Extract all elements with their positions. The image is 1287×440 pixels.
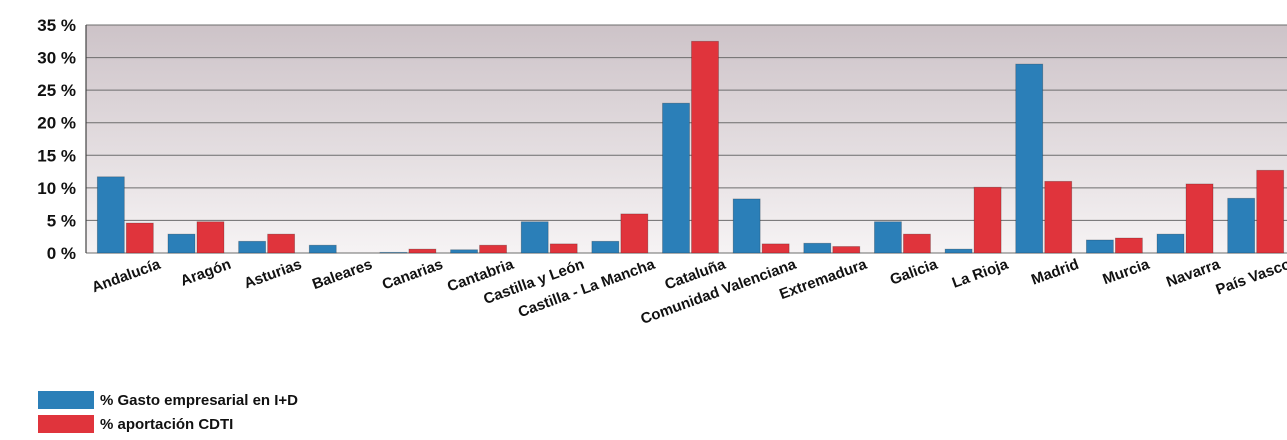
x-tick-label: Baleares bbox=[310, 256, 375, 293]
bar-gasto bbox=[238, 240, 267, 254]
bar-cdti bbox=[267, 233, 296, 254]
x-tick-label: Madrid bbox=[1029, 256, 1081, 289]
x-tick-label: Aragón bbox=[178, 256, 233, 290]
bar-cdti bbox=[903, 233, 931, 254]
bar-chart: 0 % 5 % 10 % 15 % 20 % 25 % 30 % 35 % Andalucía A… bbox=[37, 16, 1287, 328]
bar-cdti bbox=[479, 244, 507, 254]
x-tick-label: Canarias bbox=[380, 256, 445, 294]
bar-gasto bbox=[96, 176, 125, 254]
bar-gasto bbox=[167, 233, 196, 254]
bar-cdti bbox=[1114, 237, 1143, 254]
legend-swatch-cdti bbox=[38, 415, 94, 433]
bar-cdti bbox=[1256, 169, 1285, 254]
legend-swatch-gasto bbox=[38, 391, 94, 409]
bar-cdti bbox=[549, 243, 578, 254]
bar-cdti bbox=[196, 221, 225, 254]
y-tick-label: 20 % bbox=[37, 114, 76, 133]
y-tick-label: 15 % bbox=[37, 146, 76, 165]
bar-gasto bbox=[803, 242, 832, 254]
bar-gasto bbox=[874, 221, 902, 254]
legend: % Gasto empresarial en I+D % aportación … bbox=[38, 388, 298, 436]
x-tick-label: Asturias bbox=[242, 256, 304, 293]
y-tick-label: 5 % bbox=[47, 211, 76, 230]
bar-gasto bbox=[591, 240, 620, 254]
bar-cdti bbox=[973, 186, 1002, 254]
legend-label-gasto: % Gasto empresarial en I+D bbox=[100, 391, 299, 409]
y-tick-label: 25 % bbox=[37, 81, 76, 100]
legend-item-gasto: % Gasto empresarial en I+D bbox=[38, 388, 298, 412]
bar-gasto bbox=[308, 244, 337, 254]
bar-gasto bbox=[1015, 63, 1044, 254]
bar-gasto bbox=[450, 249, 478, 254]
bar-gasto bbox=[944, 248, 973, 254]
bar-cdti bbox=[408, 248, 437, 254]
y-tick-label: 0 % bbox=[47, 244, 76, 263]
bar-gasto bbox=[1227, 197, 1256, 254]
bar-cdti bbox=[125, 222, 154, 254]
y-tick-label: 35 % bbox=[37, 16, 76, 35]
bar-cdti bbox=[1185, 183, 1214, 254]
x-tick-label: Andalucía bbox=[90, 256, 164, 297]
y-tick-label: 10 % bbox=[37, 179, 76, 198]
x-tick-label: Galicia bbox=[888, 256, 941, 289]
legend-item-cdti: % aportación CDTI bbox=[38, 412, 298, 436]
bar-gasto bbox=[1156, 233, 1185, 254]
bar-gasto bbox=[732, 198, 761, 254]
x-tick-label: País Vasco bbox=[1214, 256, 1287, 299]
y-tick-label: 30 % bbox=[37, 49, 76, 68]
bar-cdti bbox=[1044, 180, 1073, 254]
bar-gasto bbox=[662, 102, 690, 254]
bar-cdti bbox=[691, 40, 719, 254]
bar-gasto bbox=[379, 251, 408, 254]
bar-cdti bbox=[620, 213, 649, 254]
x-tick-label: La Rioja bbox=[950, 256, 1011, 292]
bar-cdti bbox=[832, 246, 861, 254]
bar-cdti bbox=[761, 243, 790, 254]
bar-gasto bbox=[520, 221, 549, 254]
x-tick-label: Murcia bbox=[1100, 256, 1152, 289]
bar-gasto bbox=[1085, 239, 1114, 254]
legend-label-cdti: % aportación CDTI bbox=[100, 415, 234, 433]
